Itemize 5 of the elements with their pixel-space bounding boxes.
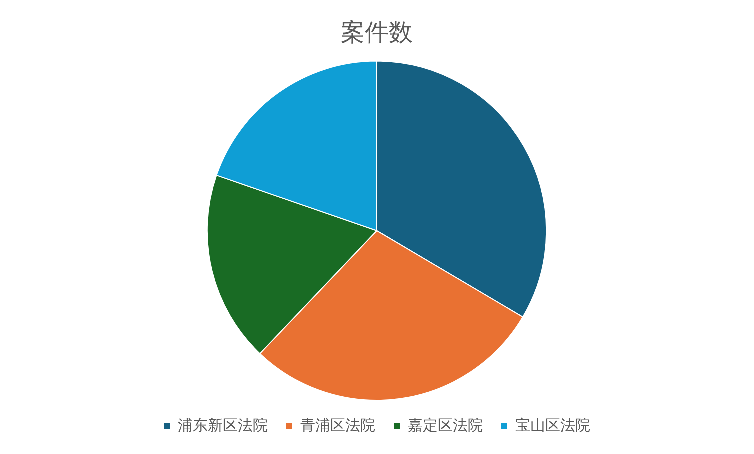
legend-label: 嘉定区法院 (408, 416, 483, 434)
chart-title: 案件数 (341, 18, 413, 47)
legend-label: 青浦区法院 (300, 416, 376, 434)
legend-label: 浦东新区法院 (178, 416, 268, 434)
legend-label: 宝山区法院 (516, 416, 590, 434)
